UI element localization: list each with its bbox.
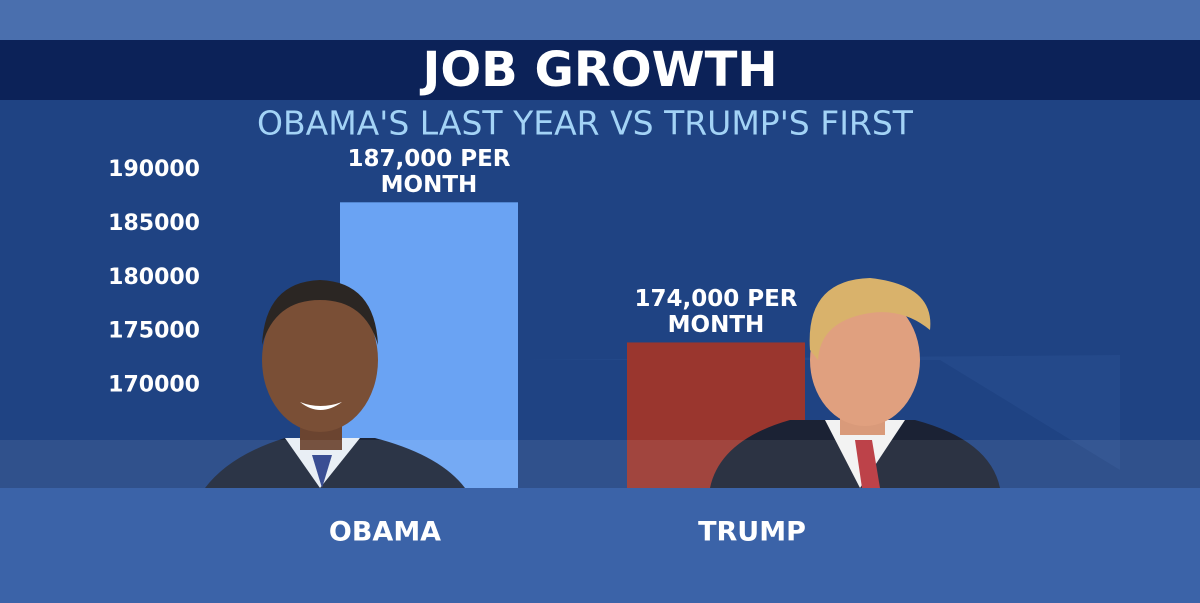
- bottom-band: [0, 488, 1200, 603]
- trump-photo: [710, 278, 1000, 488]
- y-tick-label: 170000: [108, 373, 200, 398]
- value-label: 174,000 PER MONTH: [634, 286, 798, 339]
- chart-subtitle: OBAMA'S LAST YEAR VS TRUMP'S FIRST: [257, 104, 914, 143]
- title-band: [0, 40, 1200, 100]
- floor-glow: [0, 440, 1200, 488]
- y-tick-label: 190000: [108, 157, 200, 182]
- x-tick-label: TRUMP: [698, 517, 806, 548]
- value-label: 187,000 PER MONTH: [347, 146, 511, 199]
- y-tick-label: 175000: [108, 319, 200, 344]
- chart-title: JOB GROWTH: [420, 42, 778, 98]
- top-band: [0, 0, 1200, 40]
- y-tick-label: 180000: [108, 265, 200, 290]
- x-tick-label: OBAMA: [329, 517, 441, 548]
- obama-photo: [205, 280, 465, 488]
- y-tick-label: 185000: [108, 211, 200, 236]
- bars: [340, 202, 805, 489]
- floor-shading: [520, 355, 1120, 470]
